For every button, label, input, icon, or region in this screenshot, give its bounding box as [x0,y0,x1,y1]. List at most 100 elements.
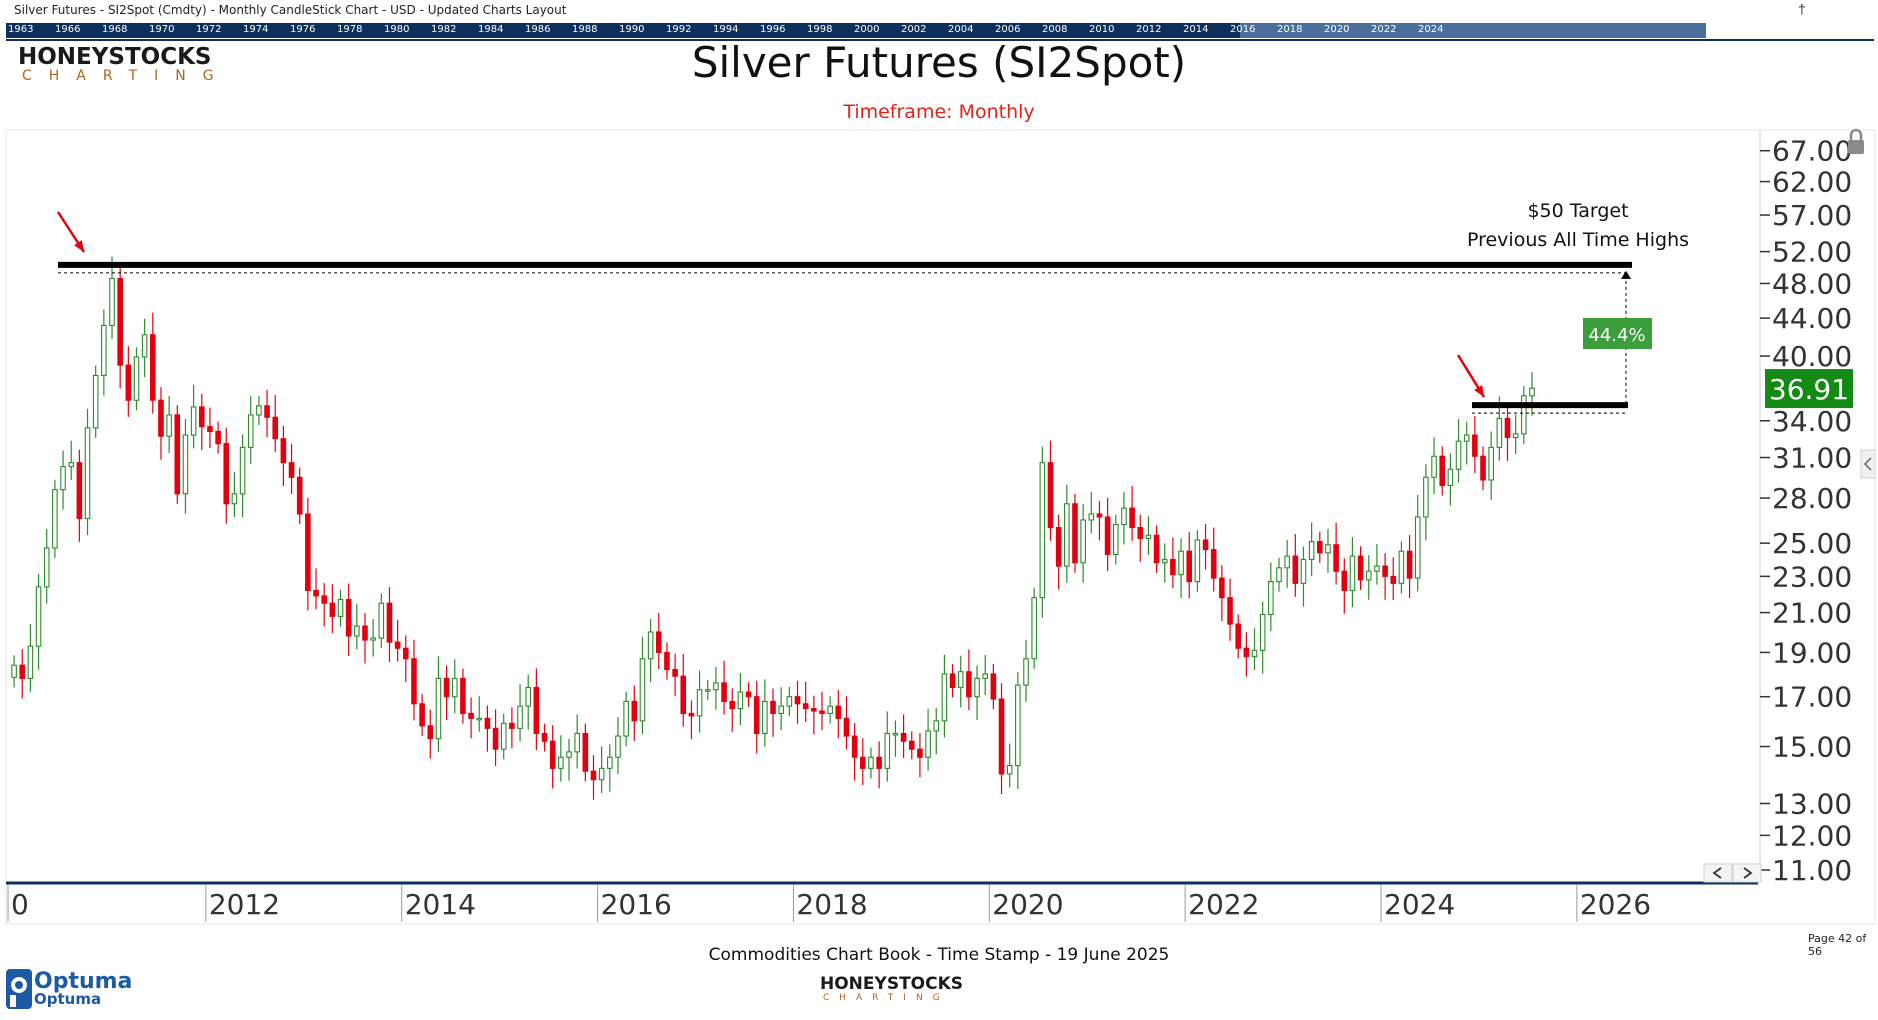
optuma-wordmark-small: Optuma [34,990,102,1008]
candle [745,682,752,707]
candle [1308,522,1315,577]
candle [133,347,140,411]
candle-body [1423,476,1429,518]
candle [370,618,376,657]
collapse-panel-chevron-icon [1860,449,1876,479]
logo-wordmark: HONEYSTOCKS [18,44,212,70]
candle [900,714,907,758]
candle [190,384,197,449]
candle-body [1333,544,1339,572]
candle [1121,492,1127,545]
percent-badge: 44.4% [1583,318,1652,349]
candle-body [92,374,99,429]
timeline-year-label: 1968 [102,24,128,35]
candle [1080,503,1086,583]
candle-body [288,462,295,478]
candle-body [721,682,727,702]
candle [631,685,638,741]
candle [1423,464,1429,541]
candle [1374,544,1380,585]
timeline-selection-window[interactable] [1240,23,1706,38]
candle-body [794,696,801,705]
candle [1112,514,1119,565]
candle-body [460,677,466,714]
candle [1194,530,1201,592]
x-tick: 2018 [792,885,868,922]
candle [721,660,727,715]
candle-body [582,732,589,772]
candle-body [386,602,393,643]
y-tick: 21.00 [1760,597,1852,630]
candle-body [525,686,532,707]
candle [1390,557,1397,601]
y-tick-label: 31.00 [1772,442,1852,475]
candle [696,670,703,733]
y-tick-label: 11.00 [1772,854,1852,887]
y-tick-label: 67.00 [1772,135,1852,168]
y-tick-label: 25.00 [1772,527,1852,560]
candle-body [109,277,115,326]
candle-body [1047,462,1054,529]
candle [1455,419,1462,483]
candle [1480,446,1486,491]
pin-icon[interactable]: † [1798,1,1806,17]
candle-body [753,696,760,735]
candle-body [256,405,262,416]
candle [1398,541,1405,594]
candle-body [1112,523,1119,556]
candle [1227,578,1233,641]
target-label: $50 Target [1527,200,1628,222]
x-tick: 2026 [1576,885,1651,922]
candle-body [35,586,42,647]
candle-body [190,406,197,436]
candle [182,419,189,514]
x-tick: 2012 [205,885,280,922]
y-tick: 34.00 [1760,405,1852,438]
x-tick-label: 2012 [209,888,280,921]
candle-body [1455,440,1462,470]
candle-body [729,700,736,710]
candle-body [1488,446,1494,481]
x-tick-label: 0 [11,888,29,921]
candle [982,654,989,696]
timeline-year-label: 1986 [525,24,551,35]
candle-body [1472,434,1478,457]
header-divider [6,39,1874,41]
candle [1529,372,1535,416]
candle [802,681,809,722]
x-tick: 2020 [988,885,1064,922]
candle [1333,522,1339,585]
candle-body [321,595,327,604]
timeline-year-label: 1988 [572,24,598,35]
candle [1096,501,1103,541]
candle [239,434,246,518]
candle [460,668,466,724]
candle-body [655,631,662,653]
candle-body [101,324,107,376]
candle-body [1439,455,1446,487]
target-sublabel: Previous All Time Highs [1467,229,1689,251]
candle [76,449,83,542]
candle [1170,537,1176,588]
candle [305,498,311,611]
x-tick: 0 [7,885,29,922]
candle-body [1006,765,1013,775]
candle-body [851,735,858,758]
candle [419,693,425,736]
candle [231,471,238,518]
candle [166,395,172,453]
y-tick-label: 57.00 [1772,199,1852,232]
y-tick: 28.00 [1760,482,1852,515]
candle-body [688,712,695,717]
candle-body [500,722,507,750]
candle [354,604,360,650]
candle-body [19,664,26,679]
candle [672,653,678,697]
candle-body [43,547,50,588]
candle-body [1374,565,1380,572]
candle [680,654,687,727]
candle-body [1521,395,1527,435]
candle-body [770,700,776,714]
candle-body [786,696,793,707]
